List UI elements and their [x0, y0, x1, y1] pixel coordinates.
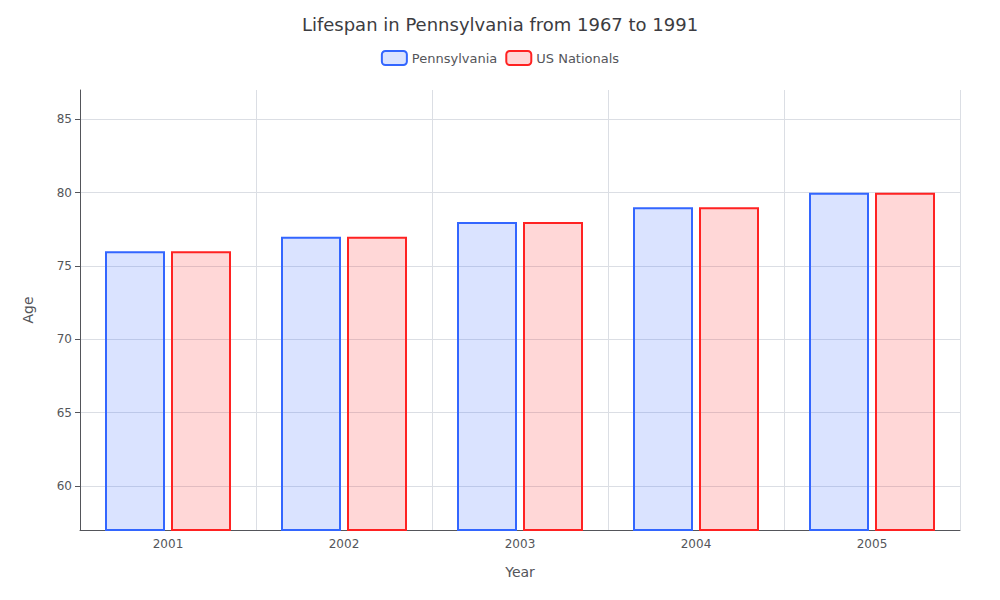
svg-text:2004: 2004 [681, 537, 712, 551]
svg-text:Lifespan in Pennsylvania from: Lifespan in Pennsylvania from 1967 to 19… [302, 14, 698, 35]
svg-text:85: 85 [57, 112, 72, 126]
svg-text:2002: 2002 [329, 537, 360, 551]
svg-text:2003: 2003 [505, 537, 536, 551]
svg-text:80: 80 [57, 186, 72, 200]
svg-text:2005: 2005 [857, 537, 888, 551]
svg-text:70: 70 [57, 332, 72, 346]
svg-text:60: 60 [57, 479, 72, 493]
svg-text:Age: Age [20, 296, 36, 323]
svg-text:65: 65 [57, 406, 72, 420]
svg-text:Year: Year [504, 564, 535, 580]
svg-text:75: 75 [57, 259, 72, 273]
svg-text:US Nationals: US Nationals [536, 51, 619, 66]
svg-text:Pennsylvania: Pennsylvania [412, 51, 497, 66]
svg-text:2001: 2001 [153, 537, 184, 551]
